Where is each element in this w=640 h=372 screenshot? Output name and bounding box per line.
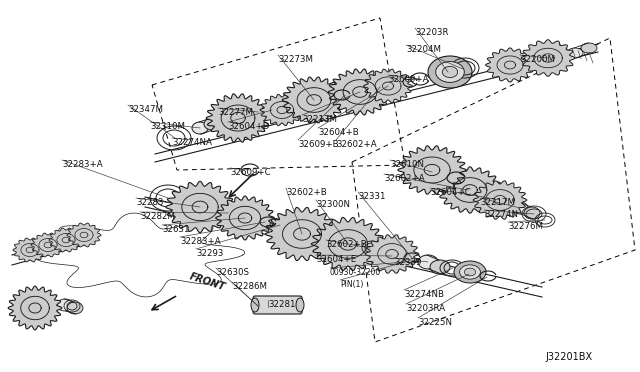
Text: 32602+B: 32602+B xyxy=(286,188,327,197)
Text: 00930-32200: 00930-32200 xyxy=(330,268,381,277)
Text: 32217M: 32217M xyxy=(480,198,515,207)
Polygon shape xyxy=(31,233,65,257)
Text: 32204M: 32204M xyxy=(406,45,441,54)
Ellipse shape xyxy=(428,56,472,88)
Polygon shape xyxy=(49,228,83,252)
Text: 32213M: 32213M xyxy=(302,115,337,124)
Text: 32604+D: 32604+D xyxy=(228,122,269,131)
Text: 32300N: 32300N xyxy=(316,200,350,209)
Polygon shape xyxy=(365,235,419,273)
Text: 32609+C: 32609+C xyxy=(230,168,271,177)
Text: 32282M: 32282M xyxy=(140,212,175,221)
Text: 32604+E: 32604+E xyxy=(316,255,356,264)
Polygon shape xyxy=(67,223,101,247)
Text: 32604+C: 32604+C xyxy=(430,188,471,197)
Text: 32609+A: 32609+A xyxy=(388,75,429,84)
Text: 32274NA: 32274NA xyxy=(172,138,212,147)
Text: 32274N: 32274N xyxy=(484,210,518,219)
Text: 32200M: 32200M xyxy=(520,55,555,64)
Ellipse shape xyxy=(57,299,73,311)
FancyBboxPatch shape xyxy=(253,296,302,314)
Text: PIN(1): PIN(1) xyxy=(340,280,364,289)
Polygon shape xyxy=(206,94,269,142)
Ellipse shape xyxy=(567,48,583,58)
Polygon shape xyxy=(398,146,466,194)
Polygon shape xyxy=(266,208,339,260)
Text: 32277M: 32277M xyxy=(218,108,253,117)
Ellipse shape xyxy=(204,118,220,130)
Text: 32283+A: 32283+A xyxy=(62,160,102,169)
Text: 32631: 32631 xyxy=(162,225,189,234)
Text: 32293: 32293 xyxy=(196,249,223,258)
Ellipse shape xyxy=(581,43,597,53)
Ellipse shape xyxy=(219,207,237,219)
Polygon shape xyxy=(438,167,502,213)
Text: 32604+B: 32604+B xyxy=(318,128,359,137)
Ellipse shape xyxy=(442,66,458,78)
Ellipse shape xyxy=(430,260,450,274)
Polygon shape xyxy=(260,94,304,126)
Text: 32283: 32283 xyxy=(136,198,163,207)
Text: 32286M: 32286M xyxy=(232,282,267,291)
Ellipse shape xyxy=(524,207,540,219)
Polygon shape xyxy=(328,69,392,115)
Polygon shape xyxy=(521,40,575,76)
Polygon shape xyxy=(166,182,234,232)
Ellipse shape xyxy=(465,268,476,276)
Ellipse shape xyxy=(192,122,208,134)
Text: FRONT: FRONT xyxy=(188,271,227,292)
Text: 32339: 32339 xyxy=(394,258,421,267)
Ellipse shape xyxy=(418,255,438,269)
Text: 32276M: 32276M xyxy=(508,222,543,231)
Text: 32602+A: 32602+A xyxy=(384,174,424,183)
Ellipse shape xyxy=(229,211,247,223)
Ellipse shape xyxy=(454,261,486,283)
Ellipse shape xyxy=(251,298,259,312)
Ellipse shape xyxy=(512,202,528,214)
Polygon shape xyxy=(13,238,47,262)
Ellipse shape xyxy=(436,62,464,83)
Text: 32602+A: 32602+A xyxy=(336,140,376,149)
Text: 32331: 32331 xyxy=(358,192,385,201)
Text: 32310M: 32310M xyxy=(150,122,185,131)
Ellipse shape xyxy=(271,104,285,114)
Text: 32630S: 32630S xyxy=(216,268,249,277)
Polygon shape xyxy=(8,286,62,330)
Text: 32225N: 32225N xyxy=(418,318,452,327)
Polygon shape xyxy=(312,217,385,270)
Text: 32602+B: 32602+B xyxy=(326,240,367,249)
Ellipse shape xyxy=(67,302,83,314)
Text: 32274NB: 32274NB xyxy=(404,290,444,299)
Text: J32201BX: J32201BX xyxy=(545,352,592,362)
Text: 32203RA: 32203RA xyxy=(406,304,445,313)
Polygon shape xyxy=(364,69,412,103)
Text: 32610N: 32610N xyxy=(390,160,424,169)
Polygon shape xyxy=(486,48,534,82)
Polygon shape xyxy=(216,196,275,240)
Text: 32281: 32281 xyxy=(268,300,296,309)
Ellipse shape xyxy=(296,298,304,312)
Text: 32283+A: 32283+A xyxy=(180,237,221,246)
Text: 32203R: 32203R xyxy=(415,28,449,37)
Polygon shape xyxy=(282,77,346,123)
Ellipse shape xyxy=(460,265,481,279)
Text: 32273M: 32273M xyxy=(278,55,313,64)
Polygon shape xyxy=(473,181,527,219)
Text: 32609+B: 32609+B xyxy=(298,140,339,149)
Text: 32347M: 32347M xyxy=(128,105,163,114)
Ellipse shape xyxy=(261,107,275,117)
